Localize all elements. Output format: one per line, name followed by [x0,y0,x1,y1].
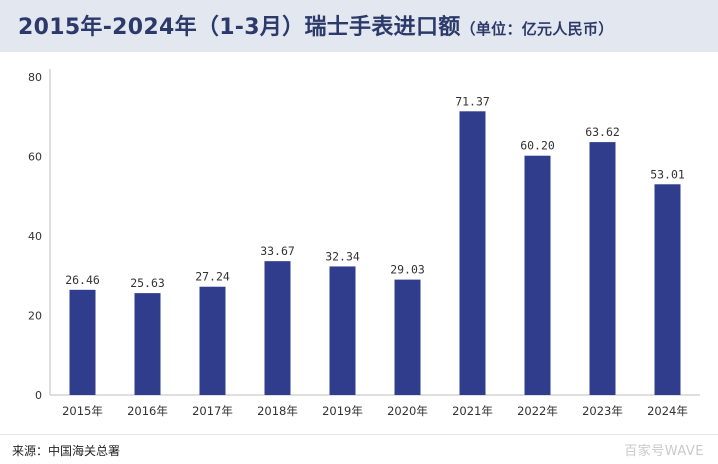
y-tick-label: 20 [28,310,42,323]
bar [199,286,226,395]
footer: 来源：中国海关总署 百家号WAVE [0,434,718,464]
x-tick-label: 2020年 [387,404,428,418]
chart-unit: （单位：亿元人民币） [460,20,614,38]
data-label: 63.62 [585,125,620,139]
data-label: 27.24 [195,270,230,284]
bar [394,279,421,395]
data-label: 33.67 [260,244,295,258]
data-label: 32.34 [325,249,360,263]
x-tick-label: 2024年 [647,404,688,418]
bar [524,155,551,395]
data-label: 60.20 [520,139,555,153]
y-tick-label: 40 [28,230,42,243]
data-label: 26.46 [65,273,100,287]
data-label: 25.63 [130,276,165,290]
x-tick-label: 2017年 [192,404,233,418]
x-tick-label: 2018年 [257,404,298,418]
bar [589,142,616,395]
x-tick-label: 2015年 [62,404,103,418]
bar-chart: 0 20 40 60 80 26.46 2015年 25.63 2016年 27.24 2017年 3… [28,69,700,418]
watermark: 百家号WAVE [624,444,704,459]
chart-area: 0 20 40 60 80 26.46 2015年 25.63 2016年 27.24 2017年 3… [0,52,718,434]
x-tick-label: 2016年 [127,404,168,418]
chart-title-text: 2015年-2024年（1-3月）瑞士手表进口额 [18,15,461,40]
data-label: 71.37 [455,94,490,108]
bar [69,289,96,395]
y-tick-label: 80 [28,71,42,84]
data-label: 53.01 [650,167,685,181]
x-tick-label: 2022年 [517,404,558,418]
data-label: 29.03 [390,263,425,277]
x-tick-label: 2019年 [322,404,363,418]
x-tick-label: 2021年 [452,404,493,418]
bar [459,111,486,395]
bar [134,293,161,395]
y-tick-label: 60 [28,151,42,164]
x-tick-label: 2023年 [582,404,623,418]
bar [329,266,356,395]
chart-title: 2015年-2024年（1-3月）瑞士手表进口额（单位：亿元人民币） [18,9,614,41]
title-bar: 2015年-2024年（1-3月）瑞士手表进口额（单位：亿元人民币） [0,0,718,52]
source-note: 来源：中国海关总署 [12,444,121,458]
y-tick-label: 0 [35,389,42,402]
bar [654,184,681,395]
bar [264,261,291,395]
